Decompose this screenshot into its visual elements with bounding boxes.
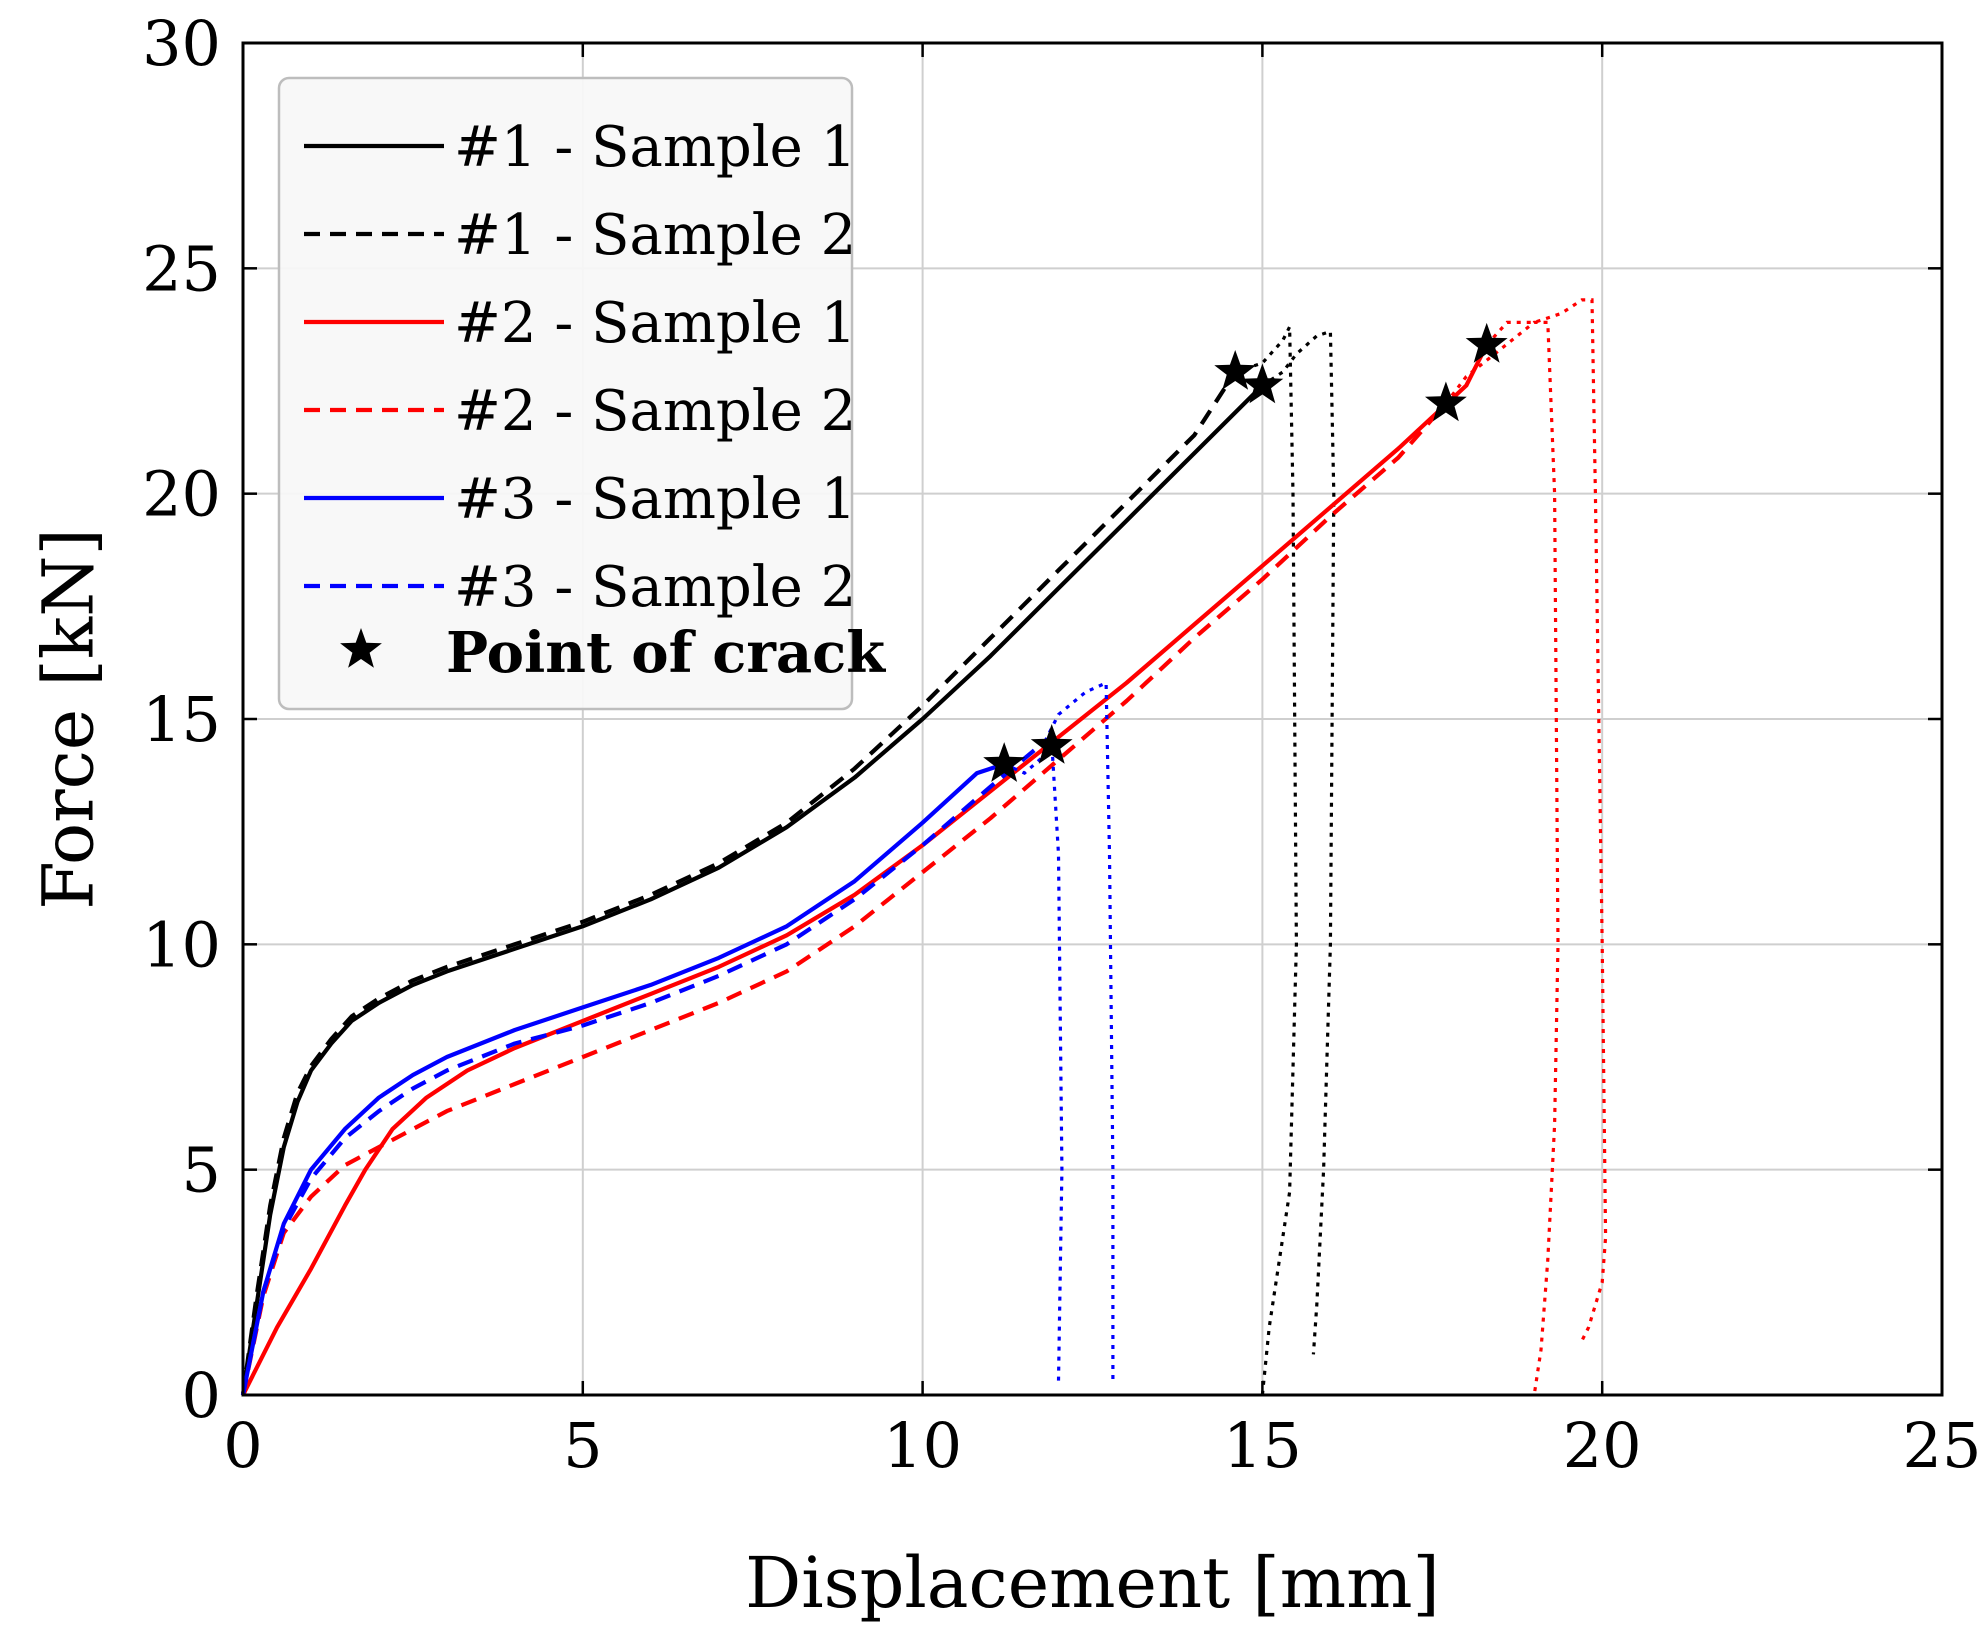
y-axis-title: Force [kN] bbox=[28, 528, 110, 910]
axis-ticks: 0 5 10 15 20 25 0 5 10 15 20 25 30 bbox=[142, 7, 1981, 1482]
legend-label: Point of crack bbox=[446, 620, 886, 686]
crack-point-marker bbox=[983, 742, 1026, 782]
legend-label: #3 - Sample 2 bbox=[454, 555, 856, 620]
y-tick-label: 25 bbox=[142, 232, 221, 305]
crack-point-marker bbox=[1030, 724, 1073, 764]
series-4-post-crack-line bbox=[1444, 320, 1560, 1396]
series-5-post-crack-line bbox=[1003, 735, 1064, 1382]
series-5-line bbox=[240, 762, 1005, 1396]
legend-label: #2 - Sample 1 bbox=[454, 291, 856, 356]
x-tick-label: 25 bbox=[1903, 1409, 1982, 1482]
legend-star-icon bbox=[340, 628, 382, 668]
y-tick-label: 20 bbox=[142, 458, 221, 531]
legend-label: #2 - Sample 2 bbox=[454, 379, 856, 444]
series-6-line bbox=[240, 739, 1047, 1396]
crack-point-marker bbox=[1465, 322, 1508, 363]
x-axis-title: Displacement [mm] bbox=[745, 1542, 1440, 1624]
legend-label: #3 - Sample 1 bbox=[454, 467, 856, 532]
crack-point-marker bbox=[1214, 350, 1257, 390]
legend-label: #1 - Sample 2 bbox=[454, 203, 856, 268]
series-1-line bbox=[240, 384, 1264, 1396]
series-3-post-crack-line bbox=[1485, 298, 1608, 1342]
crack-point-marker bbox=[1241, 363, 1284, 404]
series-2-post-crack-line bbox=[1234, 326, 1299, 1396]
crack-point-marker bbox=[1425, 381, 1467, 422]
x-tick-label: 10 bbox=[883, 1409, 962, 1482]
x-tick-label: 5 bbox=[563, 1409, 602, 1482]
x-tick-label: 20 bbox=[1563, 1409, 1642, 1482]
series-lines bbox=[240, 298, 1608, 1396]
y-tick-label: 15 bbox=[142, 683, 221, 756]
series-2-line bbox=[240, 370, 1237, 1396]
series-4-line bbox=[240, 402, 1448, 1396]
legend-label: #1 - Sample 1 bbox=[454, 115, 856, 180]
series-3-line bbox=[241, 343, 1489, 1396]
legend: #1 - Sample 1 #1 - Sample 2 #2 - Sample 1 #… bbox=[277, 76, 886, 711]
crack-markers bbox=[983, 322, 1508, 782]
y-tick-label: 0 bbox=[182, 1359, 221, 1432]
y-tick-label: 10 bbox=[142, 908, 221, 981]
y-tick-label: 30 bbox=[142, 7, 221, 80]
y-tick-label: 5 bbox=[182, 1134, 221, 1207]
x-tick-label: 15 bbox=[1223, 1409, 1302, 1482]
x-tick-label: 0 bbox=[223, 1409, 262, 1482]
series-6-post-crack-line bbox=[1043, 680, 1115, 1382]
